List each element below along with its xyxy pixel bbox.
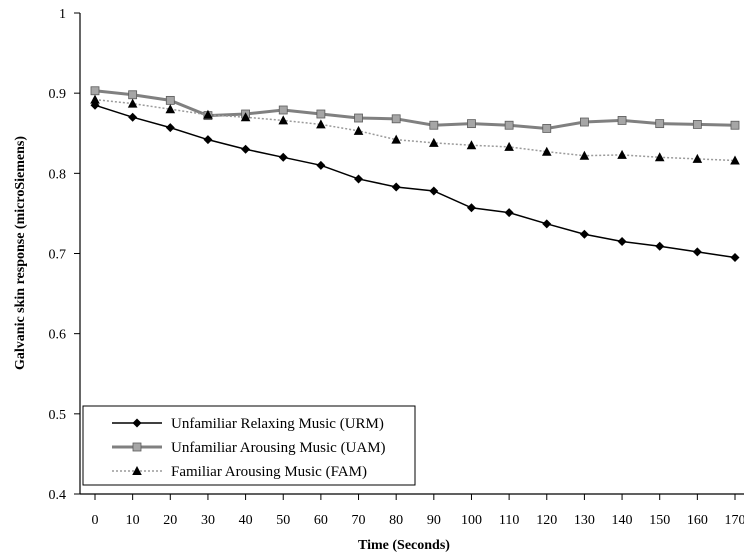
data-point-fam — [579, 150, 590, 160]
series-fam — [90, 94, 740, 165]
data-point-fam — [240, 112, 251, 122]
series-layer — [90, 86, 740, 263]
data-point-uam — [165, 95, 175, 105]
x-tick-label: 10 — [126, 513, 140, 528]
data-point-uam — [391, 114, 401, 124]
data-point-uam — [542, 124, 552, 133]
data-point-fam — [466, 140, 477, 150]
data-point-urm — [241, 144, 251, 154]
data-point-fam — [541, 146, 552, 156]
data-point-fam — [692, 153, 703, 163]
x-tick-label: 30 — [201, 513, 215, 528]
legend-label-uam: Unfamiliar Arousing Music (UAM) — [171, 440, 386, 456]
y-tick-label: 0.6 — [49, 328, 67, 343]
data-point-uam — [429, 120, 439, 130]
data-point-uam — [354, 113, 363, 123]
data-point-uam — [316, 109, 326, 119]
legend-marker-uam — [132, 442, 142, 452]
series-urm — [90, 100, 740, 263]
data-point-urm — [730, 253, 740, 263]
data-point-fam — [504, 141, 514, 151]
legend: Unfamiliar Relaxing Music (URM) Unfamilia… — [82, 405, 416, 486]
data-point-urm — [429, 186, 439, 196]
series-uam — [90, 86, 740, 133]
y-tick-label: 0.9 — [49, 87, 67, 102]
x-tick-label: 160 — [687, 513, 708, 528]
data-point-urm — [617, 236, 627, 246]
data-point-fam — [353, 125, 364, 135]
data-point-urm — [692, 247, 702, 257]
data-point-fam — [127, 98, 138, 108]
y-tick-label: 0.7 — [49, 248, 67, 263]
x-tick-label: 170 — [725, 513, 744, 528]
x-tick-label: 150 — [649, 513, 670, 528]
x-tick-label: 80 — [389, 513, 403, 528]
legend-label-urm: Unfamiliar Relaxing Music (URM) — [171, 416, 384, 432]
y-tick-label: 0.8 — [49, 167, 67, 182]
data-point-uam — [128, 90, 138, 100]
y-ticks: 0.4 0.5 0.6 0.7 0.8 0.9 1 — [49, 7, 80, 503]
series-line-uam — [94, 89, 736, 130]
legend-marker-urm — [132, 418, 142, 428]
data-point-urm — [504, 208, 514, 218]
data-point-fam — [654, 152, 665, 162]
data-point-fam — [278, 115, 289, 125]
x-tick-label: 60 — [314, 513, 328, 528]
data-point-fam — [429, 137, 439, 147]
data-point-urm — [579, 229, 589, 239]
data-point-uam — [467, 119, 476, 129]
data-point-urm — [203, 135, 213, 145]
y-tick-label: 1 — [59, 7, 66, 22]
data-point-fam — [90, 94, 100, 104]
x-tick-label: 120 — [536, 513, 557, 528]
data-point-uam — [278, 105, 288, 115]
x-tick-label: 20 — [163, 513, 177, 528]
data-point-uam — [655, 119, 665, 129]
x-axis-title: Time (Seconds) — [358, 538, 450, 553]
data-point-uam — [617, 116, 627, 125]
x-tick-label: 40 — [239, 513, 253, 528]
x-tick-label: 50 — [276, 513, 290, 528]
data-point-urm — [316, 160, 326, 170]
series-line-fam — [94, 98, 736, 162]
x-tick-label: 0 — [92, 513, 99, 528]
data-point-urm — [391, 182, 401, 192]
data-point-urm — [655, 241, 665, 251]
data-point-fam — [617, 149, 627, 159]
data-point-uam — [90, 86, 100, 96]
data-point-uam — [692, 120, 702, 129]
x-tick-label: 90 — [427, 513, 441, 528]
data-point-fam — [165, 104, 176, 114]
y-tick-label: 0.5 — [49, 408, 67, 423]
data-point-urm — [466, 203, 476, 213]
data-point-uam — [580, 117, 589, 127]
data-point-fam — [203, 109, 213, 119]
series-line-urm — [94, 104, 736, 259]
x-tick-label: 140 — [612, 513, 633, 528]
y-tick-label: 0.4 — [49, 488, 67, 503]
x-tick-label: 100 — [461, 513, 482, 528]
legend-marker-fam — [132, 466, 142, 475]
data-point-urm — [278, 152, 288, 162]
data-point-urm — [354, 174, 364, 184]
data-point-fam — [730, 155, 740, 165]
data-point-urm — [128, 112, 138, 122]
x-tick-label: 110 — [499, 513, 519, 528]
data-point-uam — [730, 120, 740, 130]
y-axis-title: Galvanic skin response (microSiemens) — [13, 136, 28, 370]
data-point-urm — [165, 123, 175, 133]
data-point-fam — [391, 134, 401, 144]
x-ticks: 0 10 20 30 40 50 60 70 80 90 100 110 120 130 140 150 160… — [92, 494, 744, 528]
legend-label-fam: Familiar Arousing Music (FAM) — [171, 464, 367, 480]
data-point-fam — [316, 119, 326, 129]
data-point-urm — [542, 219, 552, 229]
x-tick-label: 130 — [574, 513, 595, 528]
x-tick-label: 70 — [352, 513, 366, 528]
data-point-uam — [504, 120, 514, 130]
